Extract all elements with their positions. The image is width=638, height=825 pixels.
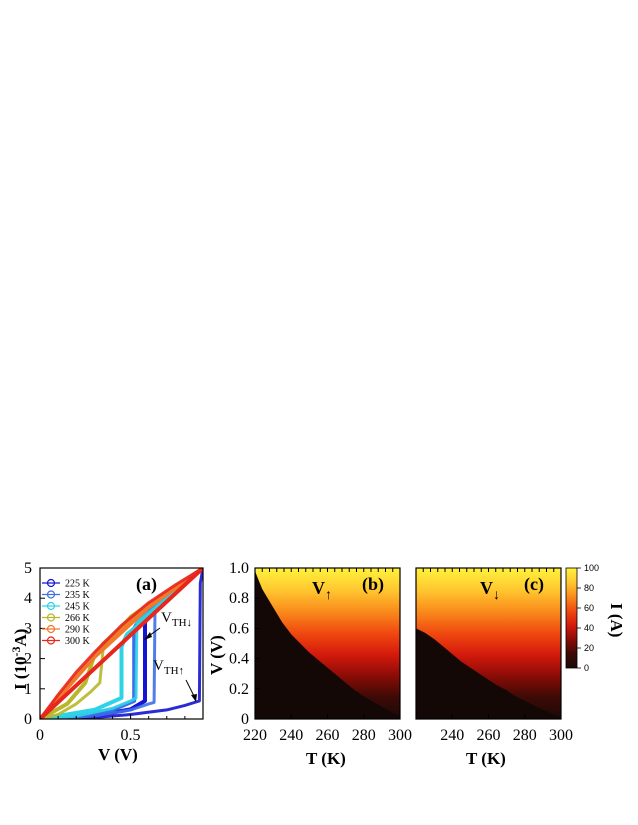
xtick-label: 300 xyxy=(388,727,412,744)
panel-a-frame xyxy=(39,567,204,720)
vth-down-annotation: VTH↓ xyxy=(161,610,192,629)
iv-curve-up-0 xyxy=(40,568,203,719)
colorbar-label: I (A) xyxy=(607,603,626,637)
sweep-label-b: V↑ xyxy=(312,578,332,603)
heatmap-b-insulating-region xyxy=(255,571,400,719)
xtick-label: 220 xyxy=(243,727,267,744)
colorbar-tick-label: 80 xyxy=(584,583,594,593)
ytick-label: 0.8 xyxy=(229,590,249,607)
colorbar-scale xyxy=(565,567,578,669)
panel-c: 240 260 280 300 V↓ (c) T (K) xyxy=(415,567,573,768)
colorbar-tick-label: 20 xyxy=(584,643,594,653)
xtick-label: 0 xyxy=(36,727,44,744)
ytick-label: 0.6 xyxy=(229,620,249,637)
legend-label: 245 K xyxy=(65,602,91,613)
xtick-label: 240 xyxy=(440,727,464,744)
panel-b-xlabel: T (K) xyxy=(306,749,346,768)
ytick-label: 4 xyxy=(24,590,32,607)
ytick-label: 2 xyxy=(24,651,32,668)
ytick-label: 0 xyxy=(24,711,32,728)
colorbar-tick-label: 0 xyxy=(584,663,589,673)
vth-up-annotation: VTH↑ xyxy=(153,658,184,677)
iv-curve-down-5 xyxy=(40,568,203,719)
panel-a-ticks: 0 1 2 3 4 5 0 0.5 xyxy=(24,560,204,744)
legend-marker xyxy=(46,624,56,634)
colorbar: 0 20 40 60 80 100 I (A) xyxy=(565,563,626,673)
vth-up-arrowhead xyxy=(191,694,197,702)
legend-label: 290 K xyxy=(65,625,91,636)
xtick-label: 260 xyxy=(477,727,501,744)
legend-marker xyxy=(46,578,56,588)
ytick-label: 0 xyxy=(241,711,249,728)
panel-b: 220 240 260 280 300 0 0.2 0.4 0.6 0.8 1.0 V↑ (b) T… xyxy=(207,560,412,768)
ytick-label: 0.4 xyxy=(229,651,249,668)
colorbar-tick-label: 60 xyxy=(584,603,594,613)
panel-a-ylabel: I (10-3A) xyxy=(9,629,30,690)
xtick-label: 280 xyxy=(513,727,537,744)
colorbar-ticks: 0 20 40 60 80 100 xyxy=(577,563,599,673)
xtick-label: 260 xyxy=(316,727,340,744)
legend-marker xyxy=(46,590,56,599)
legend-label: 235 K xyxy=(65,590,91,601)
panel-label-c: (c) xyxy=(524,574,544,595)
legend-label: 300 K xyxy=(65,636,91,647)
xtick-label: 300 xyxy=(549,727,573,744)
ytick-label: 1.0 xyxy=(229,560,249,577)
ytick-label: 0.2 xyxy=(229,681,249,698)
panel-b-ylabel: V (V) xyxy=(207,635,226,675)
panel-label-b: (b) xyxy=(362,574,384,595)
xtick-label: 0.5 xyxy=(121,727,141,744)
panel-c-ticks: 240 260 280 300 xyxy=(415,568,573,744)
panel-a-xlabel: V (V) xyxy=(98,745,138,764)
colorbar-tick-label: 100 xyxy=(584,563,599,573)
legend-label: 225 K xyxy=(65,579,91,590)
ytick-label: 3 xyxy=(24,620,32,637)
panel-label-a: (a) xyxy=(136,574,157,595)
sweep-label-c: V↓ xyxy=(480,578,500,603)
xtick-label: 280 xyxy=(352,727,376,744)
ytick-label: 5 xyxy=(24,560,32,577)
legend-marker xyxy=(46,636,56,645)
legend-label: 266 K xyxy=(65,613,91,624)
panel-c-xlabel: T (K) xyxy=(466,749,506,768)
iv-curve-up-5 xyxy=(40,568,203,719)
legend-marker xyxy=(46,601,56,611)
heatmap-c-insulating-region xyxy=(416,628,561,719)
xtick-label: 240 xyxy=(279,727,303,744)
panel-b-ticks: 220 240 260 280 300 0 0.2 0.4 0.6 0.8 1.0 xyxy=(229,560,412,744)
vth-down-arrowhead xyxy=(144,632,152,640)
legend-marker xyxy=(46,613,56,622)
colorbar-tick-label: 40 xyxy=(584,623,594,633)
ytick-label: 1 xyxy=(24,681,32,698)
